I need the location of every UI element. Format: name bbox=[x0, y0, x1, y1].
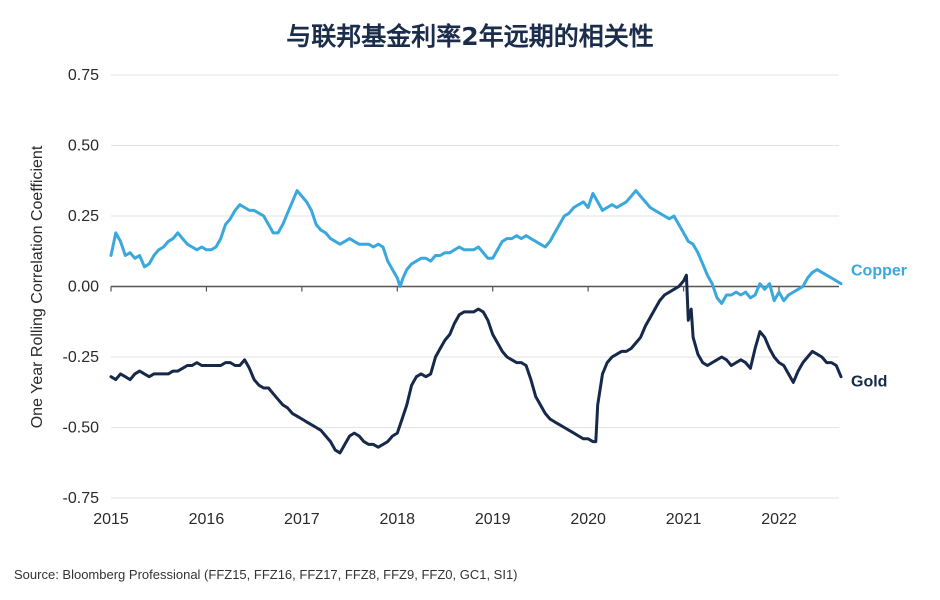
chart-title: 与联邦基金利率2年远期的相关性 bbox=[286, 22, 653, 51]
y-tick-label: -0.25 bbox=[63, 349, 100, 366]
series-line-gold bbox=[109, 273, 843, 455]
labels: Copper Gold bbox=[851, 263, 907, 391]
y-tick-label: 0.50 bbox=[68, 138, 99, 155]
y-tick-label: 0.00 bbox=[68, 279, 99, 296]
series bbox=[109, 189, 843, 455]
series-label-copper: Copper bbox=[851, 263, 907, 280]
y-tick-label: -0.50 bbox=[63, 420, 100, 437]
source-note: Source: Bloomberg Professional (FFZ15, F… bbox=[14, 567, 518, 582]
y-tick-label: -0.75 bbox=[63, 490, 100, 507]
y-tick-label: 0.75 bbox=[68, 67, 99, 84]
x-tick-label: 2019 bbox=[475, 511, 511, 528]
series-line-copper bbox=[109, 189, 843, 305]
x-tick-label: 2017 bbox=[284, 511, 320, 528]
x-tick-label: 2020 bbox=[570, 511, 606, 528]
y-axis-label: One Year Rolling Correlation Coefficient bbox=[29, 145, 46, 428]
x-tick-label: 2021 bbox=[666, 511, 702, 528]
x-tick-label: 2018 bbox=[379, 511, 415, 528]
x-tick-label: 2022 bbox=[761, 511, 797, 528]
axes: 0.75 0.50 0.25 0.00 -0.25 -0.50 -0.75 2015 2016 2… bbox=[63, 67, 839, 528]
series-label-gold: Gold bbox=[851, 374, 887, 391]
x-tick-label: 2015 bbox=[93, 511, 129, 528]
x-tick-label: 2016 bbox=[189, 511, 225, 528]
y-tick-label: 0.25 bbox=[68, 208, 99, 225]
